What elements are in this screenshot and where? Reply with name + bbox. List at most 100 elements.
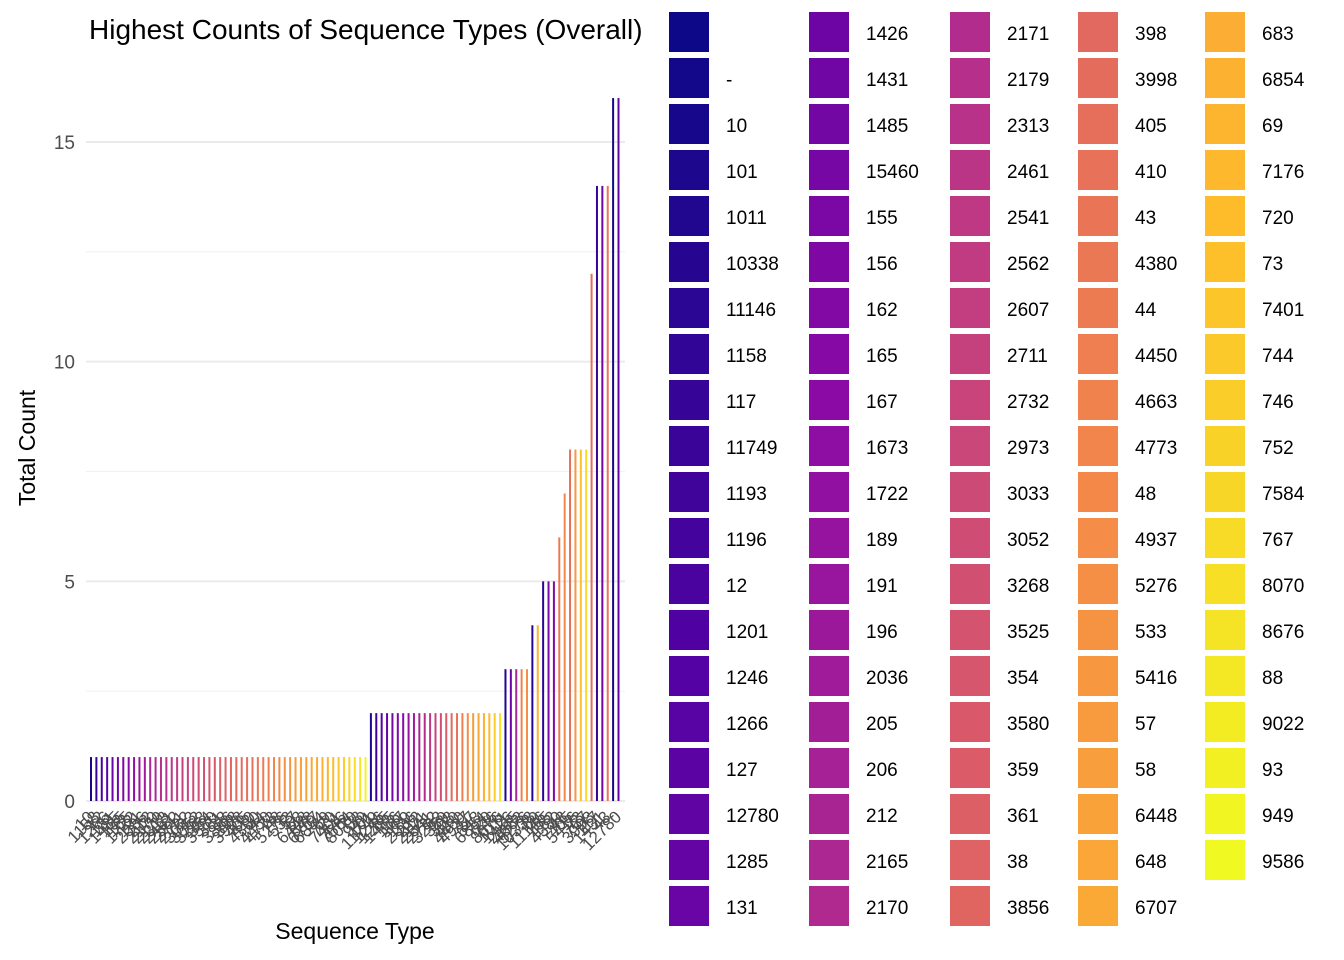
legend-key: [1205, 518, 1245, 558]
legend-key: [809, 288, 849, 328]
legend-item: 949: [1205, 794, 1294, 834]
legend-label: 1485: [866, 116, 908, 137]
legend-item: 11749: [669, 426, 777, 466]
bar: [472, 713, 475, 801]
legend-label: 2607: [1007, 300, 1049, 321]
legend-key: [1078, 564, 1118, 604]
bar: [90, 757, 92, 801]
legend-item: 2732: [950, 380, 1049, 420]
bar: [612, 98, 615, 802]
legend-item: 648: [1078, 840, 1167, 880]
legend-key: [809, 610, 849, 650]
bar: [181, 757, 184, 801]
legend-item: 5276: [1078, 564, 1177, 604]
legend-label: 43: [1135, 208, 1156, 229]
legend-item: 43: [1078, 196, 1156, 236]
bar: [332, 757, 335, 801]
legend-label: 767: [1262, 530, 1294, 551]
legend-key: [669, 380, 709, 420]
legend-item: 191: [809, 564, 898, 604]
legend-item: 155: [809, 196, 898, 236]
legend-label: 2461: [1007, 162, 1049, 183]
legend-item: 2461: [950, 150, 1049, 190]
legend-label: 949: [1262, 806, 1294, 827]
legend-key: [669, 794, 709, 834]
legend-key: [809, 748, 849, 788]
legend-item: 165: [809, 334, 898, 374]
legend-item: 3033: [950, 472, 1049, 512]
legend-label: 1246: [726, 668, 768, 689]
bar: [482, 713, 485, 801]
legend-label: 4773: [1135, 438, 1177, 459]
bar: [197, 757, 200, 801]
legend-label: 69: [1262, 116, 1283, 137]
legend-item: 1722: [809, 472, 908, 512]
legend-label: 1722: [866, 484, 908, 505]
bar: [95, 757, 98, 801]
legend-label: 44: [1135, 300, 1157, 321]
legend-label: 189: [866, 530, 898, 551]
legend-key: [1078, 610, 1118, 650]
legend-label: 88: [1262, 668, 1283, 689]
bar: [590, 273, 593, 801]
bar: [342, 757, 345, 801]
legend-label: 167: [866, 392, 898, 413]
legend-key: [669, 426, 709, 466]
legend-item: 12780: [669, 794, 779, 834]
legend-label: 7584: [1262, 484, 1305, 505]
legend-item: 720: [1205, 196, 1294, 236]
bar: [558, 537, 561, 801]
legend-label: 4663: [1135, 392, 1177, 413]
legend-label: 191: [866, 576, 898, 597]
legend-item: 7176: [1205, 150, 1304, 190]
bar: [396, 713, 399, 801]
legend-label: 2036: [866, 668, 908, 689]
legend-item: 117: [669, 380, 756, 420]
bar: [412, 713, 415, 801]
legend-label: 2541: [1007, 208, 1049, 229]
legend-item: 5416: [1078, 656, 1177, 696]
legend-key: [950, 886, 990, 926]
legend-key: [1078, 426, 1118, 466]
legend-label: 6448: [1135, 806, 1177, 827]
bar: [364, 757, 367, 801]
bar: [477, 713, 480, 801]
bar: [509, 669, 512, 801]
legend-item: 88: [1205, 656, 1283, 696]
legend-label: 1193: [726, 484, 767, 505]
legend-key: [1078, 794, 1118, 834]
legend-label: 1196: [726, 530, 767, 551]
legend-item: 744: [1205, 334, 1294, 374]
legend-key: [809, 472, 849, 512]
y-tick-label: 5: [64, 572, 75, 593]
legend-key: [809, 656, 849, 696]
legend-label: 752: [1262, 438, 1294, 459]
legend-key: [669, 472, 709, 512]
legend-key: [669, 150, 709, 190]
legend-label: 156: [866, 254, 898, 275]
legend-key: [809, 104, 849, 144]
bar: [450, 713, 453, 801]
legend-key: [950, 334, 990, 374]
bar: [563, 493, 566, 801]
bar: [122, 757, 125, 801]
legend-key: [1205, 564, 1245, 604]
legend-key: [1205, 196, 1245, 236]
legend-key: [1205, 840, 1245, 880]
legend-key: [1078, 656, 1118, 696]
legend-item: 1426: [809, 12, 908, 52]
legend-item: 4937: [1078, 518, 1177, 558]
legend-key: [950, 380, 990, 420]
legend-label: 744: [1262, 346, 1294, 367]
bar: [273, 757, 276, 801]
bar: [617, 98, 620, 802]
legend-item: 1158: [669, 334, 767, 374]
legend-item: 4380: [1078, 242, 1177, 282]
legend: - 10 101 1011 10338 11146 1158 117 11749 1193 1196…: [669, 12, 1305, 926]
bar: [418, 713, 421, 801]
legend-label: 101: [726, 162, 758, 183]
legend-item: 9586: [1205, 840, 1304, 880]
legend-item: 359: [950, 748, 1039, 788]
legend-key: [669, 656, 709, 696]
legend-label: 359: [1007, 760, 1039, 781]
